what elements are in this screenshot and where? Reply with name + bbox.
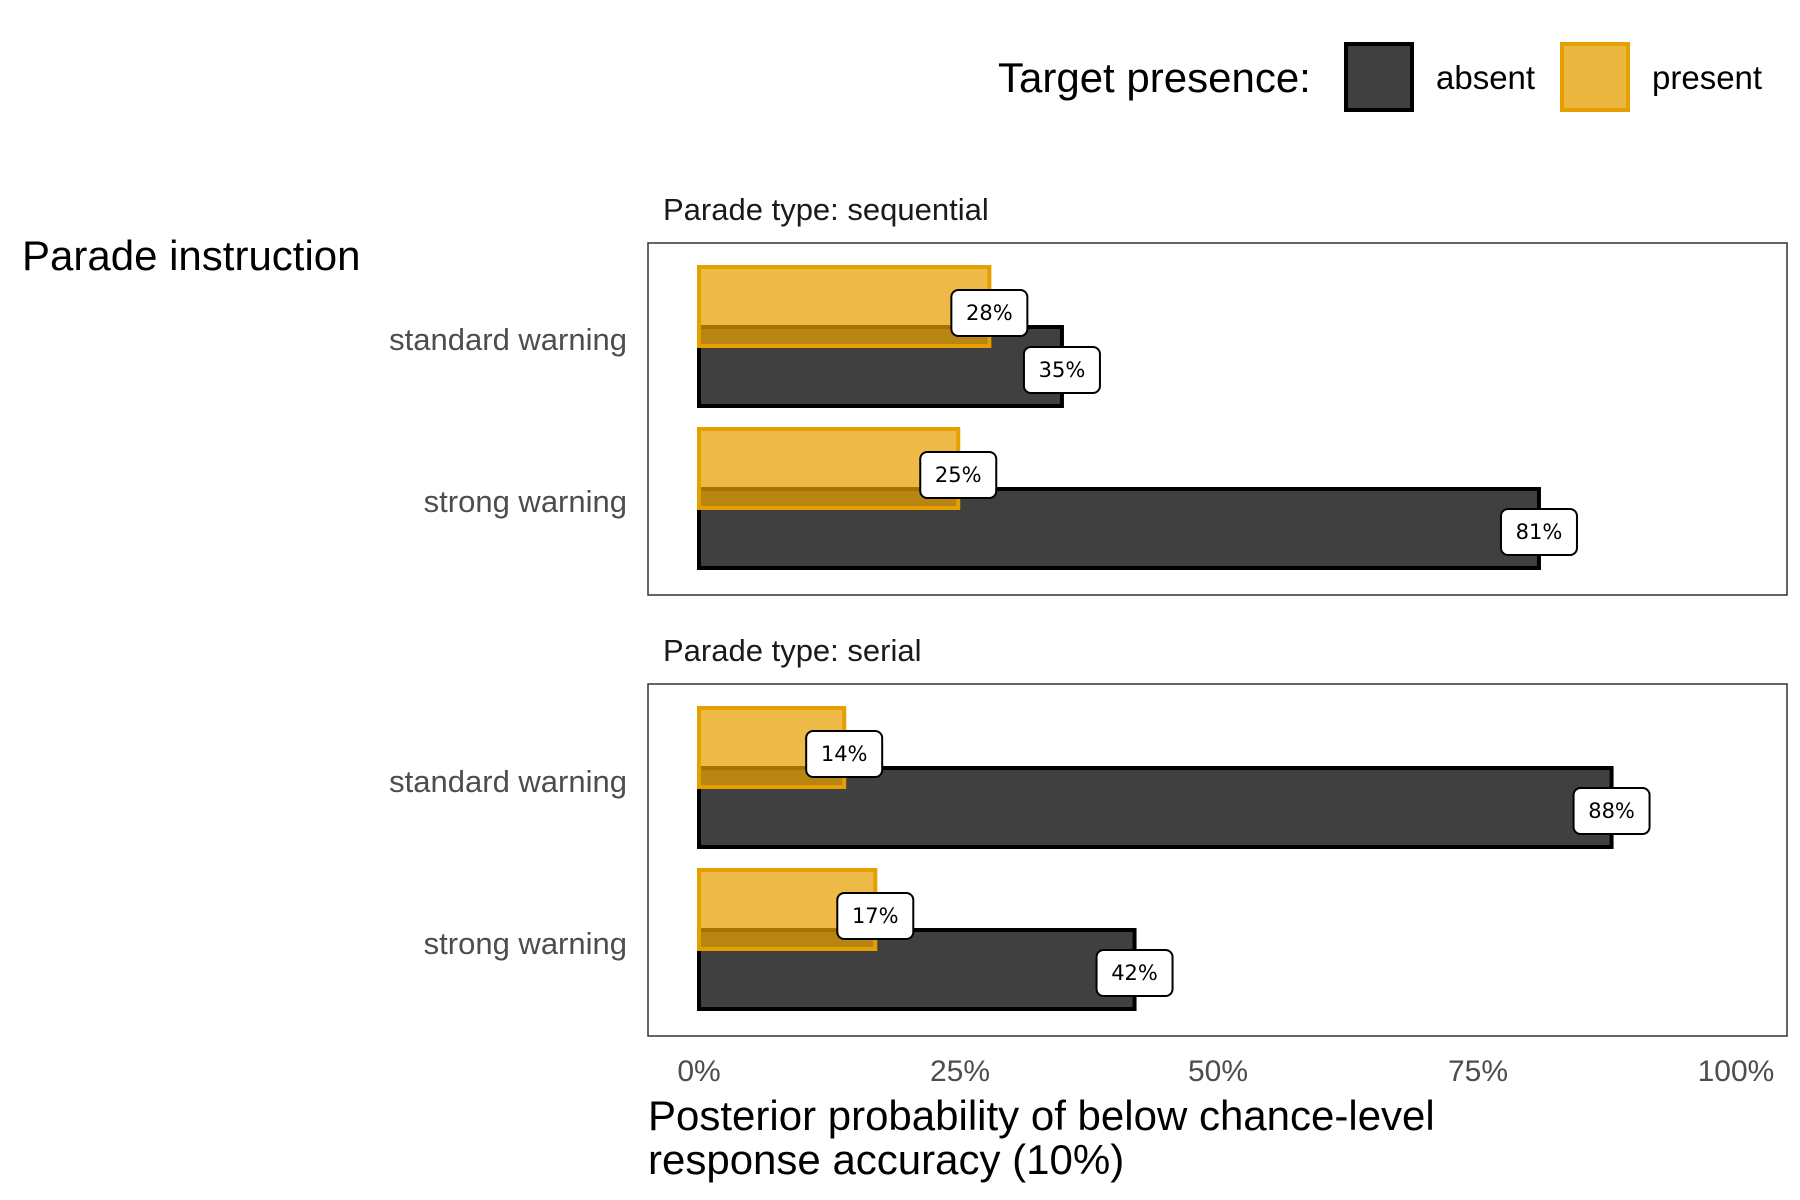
legend-title: Target presence: (998, 54, 1311, 101)
legend-key-absent (1344, 42, 1414, 112)
data-label-absent-sequential-strong: 81% (1516, 520, 1563, 544)
panel-title-sequential: Parade type: sequential (663, 192, 989, 227)
data-label-present-serial-strong: 17% (852, 904, 899, 928)
bar-present-sequential-standard (697, 265, 992, 348)
legend-label-absent: absent (1436, 59, 1535, 96)
y-tick-label-sequential-standard: standard warning (389, 322, 627, 357)
data-label-present-serial-standard: 14% (821, 742, 868, 766)
x-tick-label-25: 25% (930, 1055, 990, 1088)
legend: Target presence: absent present (998, 42, 1762, 112)
data-label-absent-serial-strong: 42% (1111, 961, 1158, 985)
data-label-box-absent-sequential-strong (1499, 508, 1578, 556)
data-label-box-absent-serial-standard (1572, 787, 1651, 835)
data-label-box-absent-serial-strong (1095, 949, 1174, 997)
x-tick-label-75: 75% (1448, 1055, 1508, 1088)
bar-present-sequential-strong (697, 427, 961, 510)
panel-frame-sequential (647, 242, 1788, 596)
legend-key-present (1560, 42, 1630, 112)
y-axis-title: Parade instruction (22, 232, 361, 279)
bars-layer: 28% 35% 25% 81% 14% 88% 17% 42% (697, 265, 1651, 1011)
data-label-present-sequential-standard: 28% (966, 301, 1013, 325)
data-label-absent-serial-standard: 88% (1588, 799, 1635, 823)
data-label-box-present-sequential-strong (919, 451, 998, 499)
data-label-box-present-sequential-standard (950, 289, 1029, 337)
y-tick-label-sequential-strong: strong warning (424, 484, 627, 519)
x-axis-title-line1: Posterior probability of below chance-le… (648, 1092, 1435, 1139)
data-label-box-present-serial-standard (805, 730, 884, 778)
data-label-absent-sequential-standard: 35% (1039, 358, 1086, 382)
legend-label-present: present (1652, 59, 1762, 96)
panel-title-serial: Parade type: serial (663, 633, 921, 668)
x-tick-label-100: 100% (1698, 1055, 1775, 1088)
panel-frame-serial (647, 683, 1788, 1037)
x-tick-label-0: 0% (677, 1055, 720, 1088)
y-tick-label-serial-strong: strong warning (424, 926, 627, 961)
x-axis-title-line2: response accuracy (10%) (648, 1136, 1124, 1183)
x-tick-label-50: 50% (1188, 1055, 1248, 1088)
data-label-box-present-serial-strong (836, 892, 915, 940)
data-label-box-absent-sequential-standard (1022, 346, 1101, 394)
y-tick-label-serial-standard: standard warning (389, 764, 627, 799)
data-label-present-sequential-strong: 25% (935, 463, 982, 487)
